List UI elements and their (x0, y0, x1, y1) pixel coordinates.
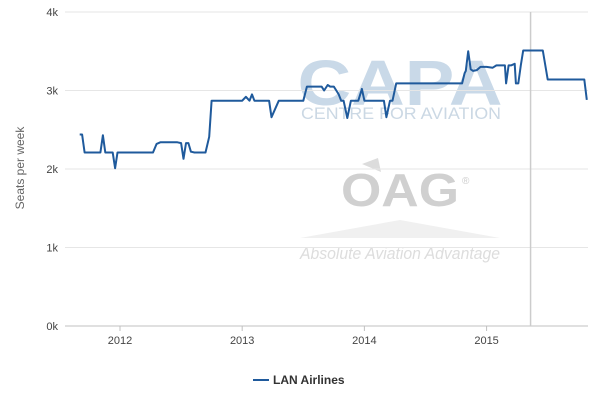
y-tick-label: 1k (46, 243, 58, 255)
capa-subtitle-text: CENTRE FOR AVIATION (301, 104, 501, 123)
y-tick-label: 3k (46, 86, 58, 98)
legend-item-lan-airlines[interactable]: LAN Airlines (273, 373, 345, 387)
gridlines (65, 11, 588, 248)
series-layer (79, 49, 588, 170)
oag-watermark: OAG ® Absolute Aviation Advantage (299, 158, 500, 263)
oag-registered-mark: ® (462, 176, 470, 187)
y-tick-label: 0k (46, 321, 58, 333)
y-tick-label: 2k (46, 164, 58, 176)
series-line-lan-airlines[interactable] (79, 49, 588, 170)
x-tick-label: 2013 (230, 335, 254, 347)
oag-tagline-text: Absolute Aviation Advantage (299, 244, 500, 263)
x-tick-label: 2014 (352, 335, 376, 347)
oag-divider-icon (300, 220, 500, 238)
y-tick-label: 4k (46, 7, 58, 19)
y-tick-labels: 0k 1k 2k 3k 4k (46, 7, 58, 333)
legend[interactable]: LAN Airlines (253, 373, 345, 387)
x-tick-labels: 2012 2013 2014 2015 (108, 335, 499, 347)
x-tick-label: 2015 (474, 335, 498, 347)
x-tick-label: 2012 (108, 335, 132, 347)
y-axis-label: Seats per week (13, 126, 27, 210)
axes (65, 325, 588, 331)
oag-logo-text: OAG (341, 164, 459, 216)
